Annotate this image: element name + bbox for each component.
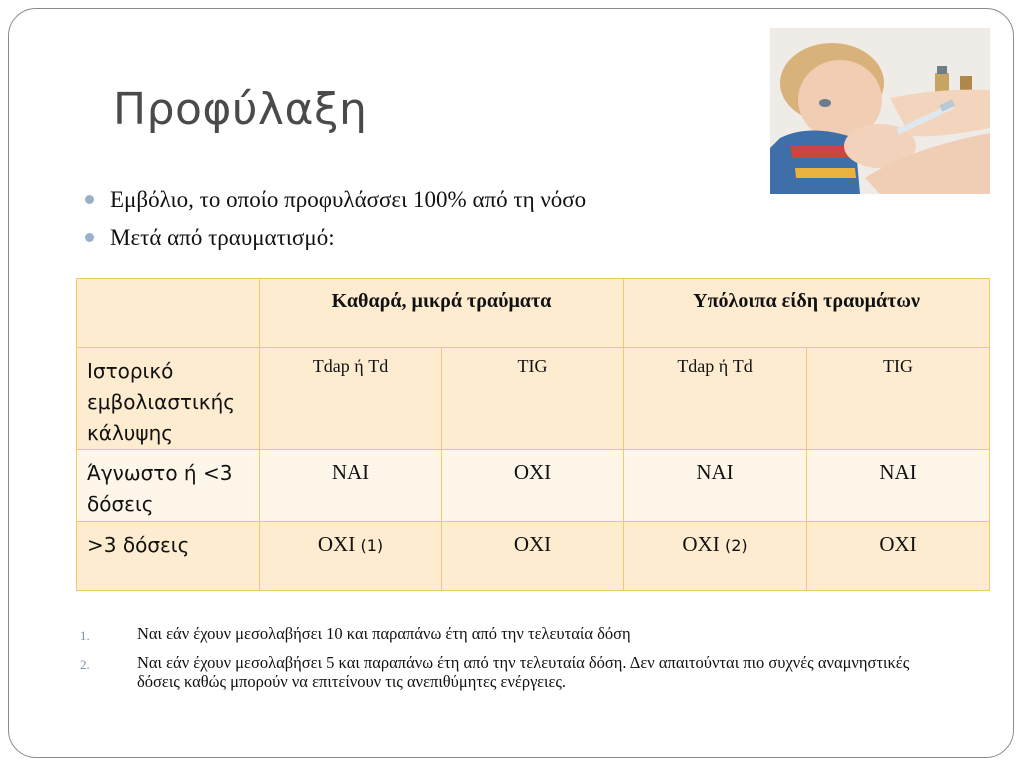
footnote-number: 2. [80,657,90,672]
table-cell: ΟΧΙ [440,449,625,522]
bullet-item: Εμβόλιο, το οποίο προφυλάσσει 100% από τ… [82,184,586,222]
group-header-other-wounds: Υπόλοιπα είδη τραυμάτων [623,278,991,348]
table-row: >3 δόσεις ΟΧΙ (1) ΟΧΙ ΟΧΙ (2) ΟΧΙ [76,521,991,591]
table-cell: TIG [440,347,625,450]
table-cell: ΟΧΙ [806,521,991,591]
footnote-list: 1. Ναι εάν έχουν μεσολαβήσει 10 και παρα… [80,624,940,701]
bullet-dot-icon [85,233,94,242]
footnote-text: Ναι εάν έχουν μεσολαβήσει 10 και παραπάν… [137,624,631,643]
footnote-text: Ναι εάν έχουν μεσολαβήσει 5 και παραπάνω… [137,653,910,691]
table-cell: TIG [806,347,991,450]
table-cell: Tdap ή Td [259,347,442,450]
footnote-item: 2. Ναι εάν έχουν μεσολαβήσει 5 και παραπ… [80,653,940,691]
table-corner-cell [76,278,260,348]
footnote-ref: (1) [360,536,384,555]
bullet-text: Μετά από τραυματισμό: [110,225,335,250]
table-header-row: Καθαρά, μικρά τραύματα Υπόλοιπα είδη τρα… [76,278,991,348]
vaccination-photo [770,28,990,194]
row-label: >3 δόσεις [76,521,260,591]
footnote-number: 1. [80,628,90,643]
table-cell: ΝΑΙ [623,449,808,522]
table-cell: ΟΧΙ (2) [623,521,808,591]
table-cell: Tdap ή Td [623,347,808,450]
group-header-clean-wounds: Καθαρά, μικρά τραύματα [258,278,625,348]
footnote-ref: (2) [724,536,748,555]
table-cell: ΟΧΙ [440,521,625,591]
row-label: Άγνωστο ή <3 δόσεις [76,449,260,522]
prophylaxis-table: Καθαρά, μικρά τραύματα Υπόλοιπα είδη τρα… [76,278,991,591]
bullet-text: Εμβόλιο, το οποίο προφυλάσσει 100% από τ… [110,187,587,212]
table-cell: ΝΑΙ [259,449,442,522]
cell-value: ΟΧΙ [317,532,356,556]
bullet-item: Μετά από τραυματισμό: [82,222,586,260]
bullet-list: Εμβόλιο, το οποίο προφυλάσσει 100% από τ… [82,184,586,260]
row-label: Ιστορικό εμβολιαστικής κάλυψης [76,347,260,450]
bullet-dot-icon [85,195,94,204]
table-cell: ΝΑΙ [806,449,991,522]
child-vaccination-image [770,28,990,194]
cell-value: ΟΧΙ [682,532,720,556]
table-row: Ιστορικό εμβολιαστικής κάλυψης Tdap ή Td… [76,347,991,450]
footnote-item: 1. Ναι εάν έχουν μεσολαβήσει 10 και παρα… [80,624,940,643]
table-cell: ΟΧΙ (1) [259,521,442,591]
table-row: Άγνωστο ή <3 δόσεις ΝΑΙ ΟΧΙ ΝΑΙ ΝΑΙ [76,449,991,522]
slide-title: Προφύλαξη [113,84,368,135]
